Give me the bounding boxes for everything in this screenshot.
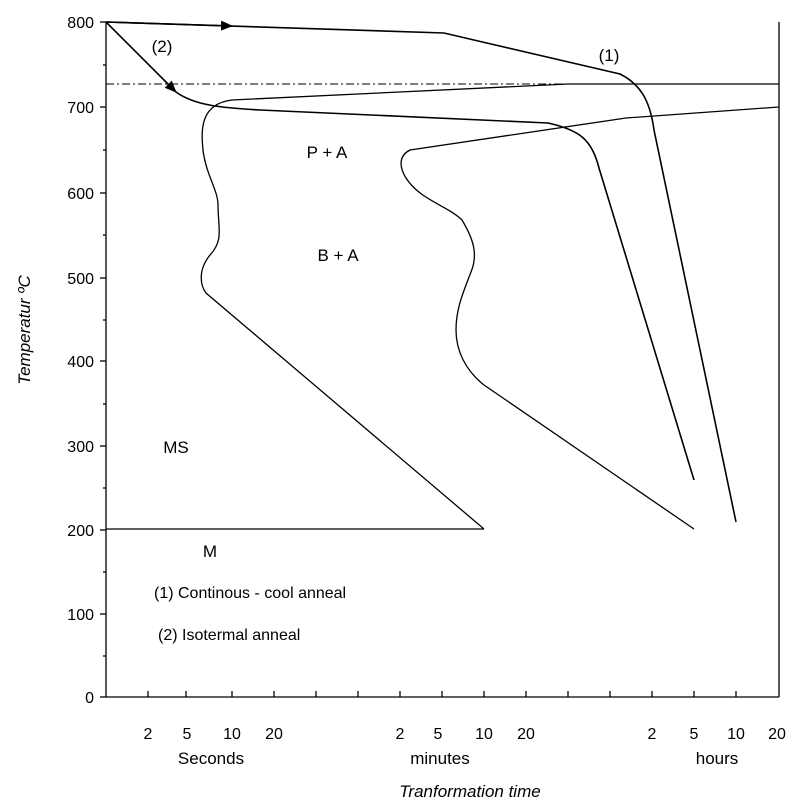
x-unit-seconds: Seconds (178, 749, 244, 768)
y-tick-label: 700 (67, 100, 94, 117)
x-tick-label: 20 (517, 726, 535, 743)
y-tick-label: 300 (67, 439, 94, 456)
x-unit-hours: hours (696, 749, 739, 768)
x-tick-label: 2 (648, 726, 657, 743)
y-tick-label: 0 (85, 690, 94, 707)
isothermal-cool-arrow (105, 21, 177, 93)
x-axis-ticks (147, 691, 737, 697)
region-label-martensite-start: MS (163, 438, 189, 457)
legend-item-isothermal: (2) Isotermal anneal (158, 627, 300, 644)
x-tick-label: 20 (768, 726, 786, 743)
continuous-cool-arrow (105, 20, 233, 31)
x-tick-label: 10 (223, 726, 241, 743)
isothermal-hold-path (175, 91, 695, 481)
y-axis-ticks (100, 21, 106, 698)
x-tick-label: 10 (475, 726, 493, 743)
transformation-start-curve (200, 83, 779, 530)
x-tick-label: 20 (265, 726, 283, 743)
path-label-isothermal: (2) (152, 37, 173, 56)
x-tick-label: 5 (183, 726, 192, 743)
x-tick-label: 5 (434, 726, 443, 743)
path-label-continuous: (1) (599, 46, 620, 65)
y-tick-label: 600 (67, 186, 94, 203)
x-axis-title: Tranformation time (399, 782, 540, 801)
y-tick-label: 400 (67, 354, 94, 371)
region-label-martensite: M (203, 542, 217, 561)
x-tick-label: 5 (690, 726, 699, 743)
x-tick-label: 2 (144, 726, 153, 743)
x-unit-minutes: minutes (410, 749, 470, 768)
y-tick-label: 100 (67, 607, 94, 624)
x-tick-label: 10 (727, 726, 745, 743)
y-tick-label: 200 (67, 523, 94, 540)
x-tick-label: 2 (396, 726, 405, 743)
continuous-cool-path (105, 21, 737, 523)
region-label-pearlite-austenite: P + A (307, 143, 348, 162)
legend-item-continuous: (1) Continous - cool anneal (154, 585, 346, 602)
y-axis-title: Temperatur ºC (15, 275, 34, 385)
y-tick-label: 500 (67, 271, 94, 288)
y-tick-label: 800 (67, 15, 94, 32)
region-label-bainite-austenite: B + A (317, 246, 359, 265)
transformation-finish-curve (400, 106, 780, 530)
